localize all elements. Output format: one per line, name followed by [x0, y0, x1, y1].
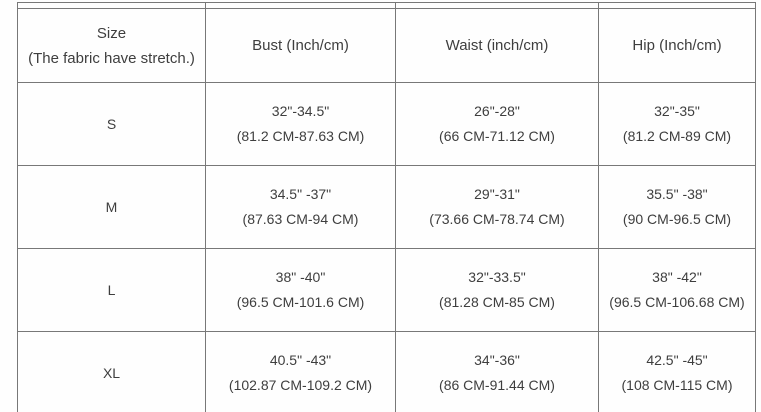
size-cell: XL — [17, 331, 206, 412]
header-hip: Hip (Inch/cm) — [598, 8, 756, 83]
bust-inch: 40.5" -43" — [269, 352, 332, 368]
hip-cm: (81.2 CM-89 CM) — [622, 128, 732, 144]
size-cell: M — [17, 165, 206, 249]
hip-inch: 32"-35" — [654, 103, 700, 119]
waist-inch: 32"-33.5" — [468, 269, 526, 285]
bust-cell: 38" -40" (96.5 CM-101.6 CM) — [205, 248, 396, 332]
hip-cell: 38" -42" (96.5 CM-106.68 CM) — [598, 248, 756, 332]
waist-inch: 26"-28" — [474, 103, 520, 119]
bust-cm: (102.87 CM-109.2 CM) — [228, 377, 373, 393]
waist-cm: (81.28 CM-85 CM) — [439, 294, 555, 310]
waist-cm: (73.66 CM-78.74 CM) — [429, 211, 565, 227]
hip-cell: 42.5" -45" (108 CM-115 CM) — [598, 331, 756, 412]
hip-inch: 38" -42" — [652, 269, 702, 285]
bust-cm: (96.5 CM-101.6 CM) — [236, 294, 365, 310]
header-size: Size (The fabric have stretch.) — [17, 8, 206, 83]
bust-inch: 32"-34.5" — [271, 103, 330, 119]
size-chart-table: Size (The fabric have stretch.) Bust (In… — [17, 2, 756, 412]
waist-cm: (66 CM-71.12 CM) — [439, 128, 555, 144]
bust-cm: (87.63 CM-94 CM) — [242, 211, 359, 227]
waist-cell: 32"-33.5" (81.28 CM-85 CM) — [395, 248, 599, 332]
header-size-note: (The fabric have stretch.) — [28, 49, 195, 67]
bust-inch: 34.5" -37" — [269, 186, 332, 202]
size-cell: L — [17, 248, 206, 332]
hip-cm: (90 CM-96.5 CM) — [622, 211, 732, 227]
bust-cm: (81.2 CM-87.63 CM) — [236, 128, 365, 144]
hip-cm: (108 CM-115 CM) — [621, 377, 733, 393]
bust-cell: 32"-34.5" (81.2 CM-87.63 CM) — [205, 82, 396, 166]
hip-cm: (96.5 CM-106.68 CM) — [609, 294, 745, 310]
waist-cell: 26"-28" (66 CM-71.12 CM) — [395, 82, 599, 166]
hip-cell: 32"-35" (81.2 CM-89 CM) — [598, 82, 756, 166]
table-row-l: L 38" -40" (96.5 CM-101.6 CM) 32"-33.5" … — [17, 248, 756, 332]
bust-cell: 34.5" -37" (87.63 CM-94 CM) — [205, 165, 396, 249]
header-bust: Bust (Inch/cm) — [205, 8, 396, 83]
waist-cm: (86 CM-91.44 CM) — [439, 377, 555, 393]
hip-cell: 35.5" -38" (90 CM-96.5 CM) — [598, 165, 756, 249]
table-row-s: S 32"-34.5" (81.2 CM-87.63 CM) 26"-28" (… — [17, 82, 756, 166]
waist-inch: 29"-31" — [474, 186, 520, 202]
table-row-m: M 34.5" -37" (87.63 CM-94 CM) 29"-31" (7… — [17, 165, 756, 249]
waist-cell: 29"-31" (73.66 CM-78.74 CM) — [395, 165, 599, 249]
table-row-xl: XL 40.5" -43" (102.87 CM-109.2 CM) 34"-3… — [17, 331, 756, 412]
size-cell: S — [17, 82, 206, 166]
bust-inch: 38" -40" — [275, 269, 326, 285]
waist-cell: 34"-36" (86 CM-91.44 CM) — [395, 331, 599, 412]
header-waist: Waist (inch/cm) — [395, 8, 599, 83]
waist-inch: 34"-36" — [474, 352, 520, 368]
hip-inch: 42.5" -45" — [646, 352, 708, 368]
bust-cell: 40.5" -43" (102.87 CM-109.2 CM) — [205, 331, 396, 412]
header-size-label: Size — [96, 24, 127, 42]
hip-inch: 35.5" -38" — [646, 186, 708, 202]
table-header-row: Size (The fabric have stretch.) Bust (In… — [17, 8, 756, 83]
